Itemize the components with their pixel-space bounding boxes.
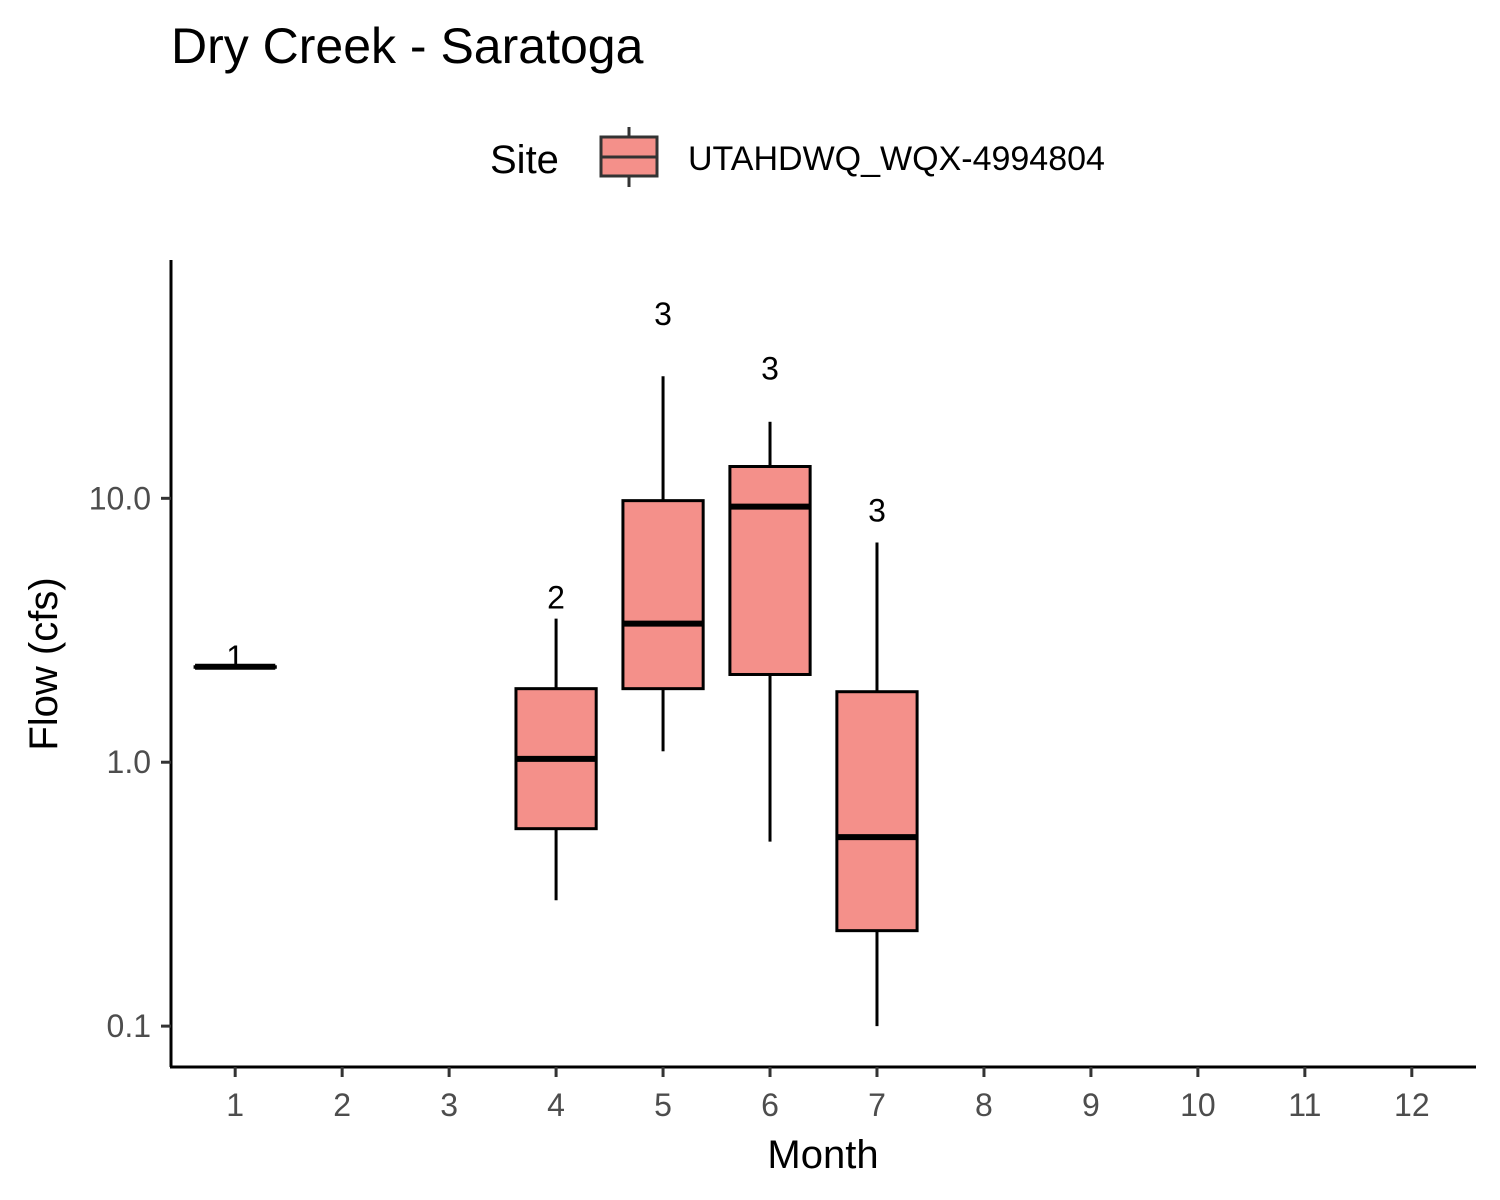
box-month-4: 2	[514, 580, 598, 901]
sample-count-label: 3	[868, 492, 886, 528]
y-ticks: 0.1 1.0 10.0	[89, 480, 171, 1044]
legend: Site UTAHDWQ_WQX-4994804	[490, 127, 1105, 187]
y-axis-title: Flow (cfs)	[22, 577, 66, 750]
x-tick-label: 11	[1288, 1087, 1321, 1123]
x-tick-label: 10	[1180, 1087, 1216, 1123]
y-tick-label: 0.1	[107, 1008, 151, 1044]
boxplots: 1 2 3 3 3	[193, 296, 919, 1027]
chart-title: Dry Creek - Saratoga	[171, 18, 644, 74]
sample-count-label: 2	[547, 580, 565, 616]
x-tick-label: 7	[868, 1087, 886, 1123]
x-tick-label: 1	[226, 1087, 244, 1123]
y-tick-label: 10.0	[89, 480, 151, 516]
x-ticks: 1 2 3 4 5 6 7 8 9 10 11 12	[226, 1067, 1430, 1123]
box-iqr	[621, 499, 705, 691]
legend-title: Site	[490, 138, 559, 182]
sample-count-label: 3	[654, 296, 672, 332]
x-tick-label: 12	[1394, 1087, 1430, 1123]
sample-count-label: 3	[761, 351, 779, 387]
x-tick-label: 8	[975, 1087, 993, 1123]
x-tick-label: 9	[1082, 1087, 1100, 1123]
x-tick-label: 5	[654, 1087, 672, 1123]
legend-key	[599, 127, 659, 187]
legend-entry-label: UTAHDWQ_WQX-4994804	[688, 140, 1105, 178]
y-tick-label: 1.0	[107, 744, 151, 780]
box-month-5: 3	[621, 296, 705, 752]
box-month-6: 3	[728, 351, 812, 842]
box-iqr	[728, 465, 812, 676]
axes	[169, 260, 1476, 1069]
box-iqr	[835, 690, 919, 933]
x-tick-label: 2	[333, 1087, 351, 1123]
box-month-7: 3	[835, 492, 919, 1027]
x-axis-title: Month	[767, 1133, 878, 1177]
x-tick-label: 3	[440, 1087, 458, 1123]
x-tick-label: 6	[761, 1087, 779, 1123]
x-tick-label: 4	[547, 1087, 565, 1123]
box-month-1: 1	[193, 639, 277, 675]
sample-count-label: 1	[226, 639, 244, 675]
